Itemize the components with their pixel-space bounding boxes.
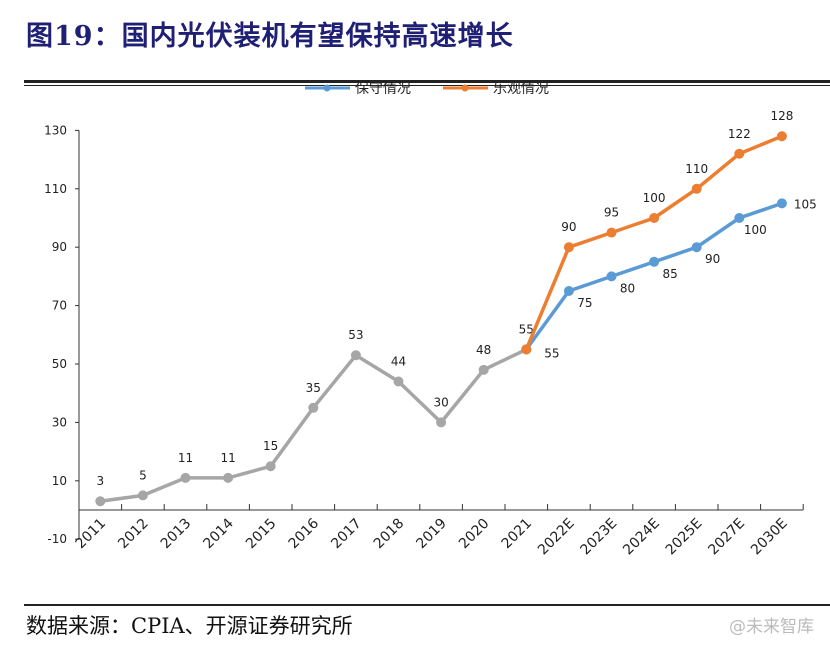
x-tick-label: 2025E (663, 516, 706, 559)
data-point (776, 198, 787, 209)
data-label: 55 (519, 322, 534, 336)
y-tick-label: 70 (52, 299, 67, 313)
data-label: 95 (604, 206, 619, 220)
data-label: 30 (433, 395, 448, 409)
legend-label: 保守情况 (355, 81, 411, 97)
data-point (308, 402, 319, 413)
y-tick-label: 90 (52, 240, 67, 254)
data-label: 80 (620, 281, 635, 295)
x-tick-label: 2027E (705, 516, 748, 559)
legend-label: 乐观情况 (493, 81, 549, 97)
y-tick-label: -10 (47, 532, 67, 546)
legend-swatch-marker (461, 84, 469, 92)
title-divider-thin (24, 85, 830, 86)
x-tick-label: 2030E (748, 516, 791, 559)
data-label: 11 (178, 451, 193, 465)
data-label: 55 (544, 346, 559, 360)
x-tick-label: 2020 (456, 516, 493, 553)
series-line-历史 (100, 347, 528, 503)
data-point (521, 344, 532, 355)
source-note: 数据来源：CPIA、开源证券研究所 (26, 614, 353, 638)
data-label: 110 (685, 162, 708, 176)
data-point (606, 271, 617, 282)
y-tick-label: 110 (44, 182, 67, 196)
figure-title: 图19：国内光伏装机有望保持高速增长 (26, 21, 514, 52)
data-label: 44 (391, 355, 406, 369)
data-label: 11 (220, 451, 235, 465)
data-point (478, 364, 489, 375)
data-label: 90 (705, 252, 720, 266)
x-tick-label: 2019 (413, 516, 450, 553)
data-label: 48 (476, 343, 491, 357)
x-tick-label: 2024E (620, 516, 663, 559)
data-point (649, 256, 660, 267)
x-tick-label: 2014 (200, 515, 237, 552)
data-label: 35 (306, 381, 321, 395)
data-point (734, 213, 745, 223)
source-divider (24, 604, 830, 606)
data-label: 100 (643, 191, 666, 205)
data-point (223, 472, 234, 483)
x-tick-label: 2015 (243, 516, 280, 553)
data-point (137, 490, 148, 501)
data-label: 5 (139, 468, 147, 482)
data-label: 85 (662, 267, 677, 281)
title-divider (24, 80, 830, 83)
data-label: 128 (770, 109, 793, 123)
data-point (393, 376, 404, 387)
data-point (691, 242, 702, 253)
data-point (563, 242, 574, 253)
y-tick-label: 10 (52, 474, 67, 488)
data-point (436, 417, 447, 428)
data-point (563, 286, 574, 296)
series-line-乐观情况 (524, 134, 783, 351)
data-point (691, 183, 702, 194)
data-point (649, 213, 660, 223)
data-label: 122 (728, 127, 751, 141)
legend-swatch-marker (323, 84, 331, 92)
x-tick-label: 2023E (578, 516, 621, 559)
x-tick-label: 2018 (371, 516, 408, 553)
data-label: 100 (744, 223, 767, 237)
x-tick-label: 2011 (73, 516, 110, 553)
data-point (95, 496, 106, 507)
data-point (776, 131, 787, 142)
data-point (606, 227, 617, 238)
data-label: 53 (348, 328, 363, 342)
y-tick-label: 50 (52, 357, 67, 371)
data-label: 105 (794, 197, 817, 211)
data-point (350, 350, 361, 361)
x-tick-label: 2022E (535, 516, 578, 559)
data-point (180, 472, 191, 483)
x-tick-label: 2012 (115, 516, 152, 553)
data-label: 75 (577, 296, 592, 310)
data-label: 3 (96, 474, 104, 488)
x-tick-label: 2013 (158, 516, 195, 553)
x-tick-label: 2017 (328, 516, 365, 553)
data-point (265, 461, 276, 472)
data-label: 15 (263, 439, 278, 453)
watermark: @未来智库 (729, 617, 814, 637)
data-label: 90 (561, 220, 576, 234)
y-tick-label: 130 (44, 123, 67, 137)
x-tick-label: 2021 (499, 516, 536, 553)
x-tick-label: 2016 (286, 515, 323, 552)
y-tick-label: 30 (52, 415, 67, 429)
data-point (734, 148, 745, 159)
